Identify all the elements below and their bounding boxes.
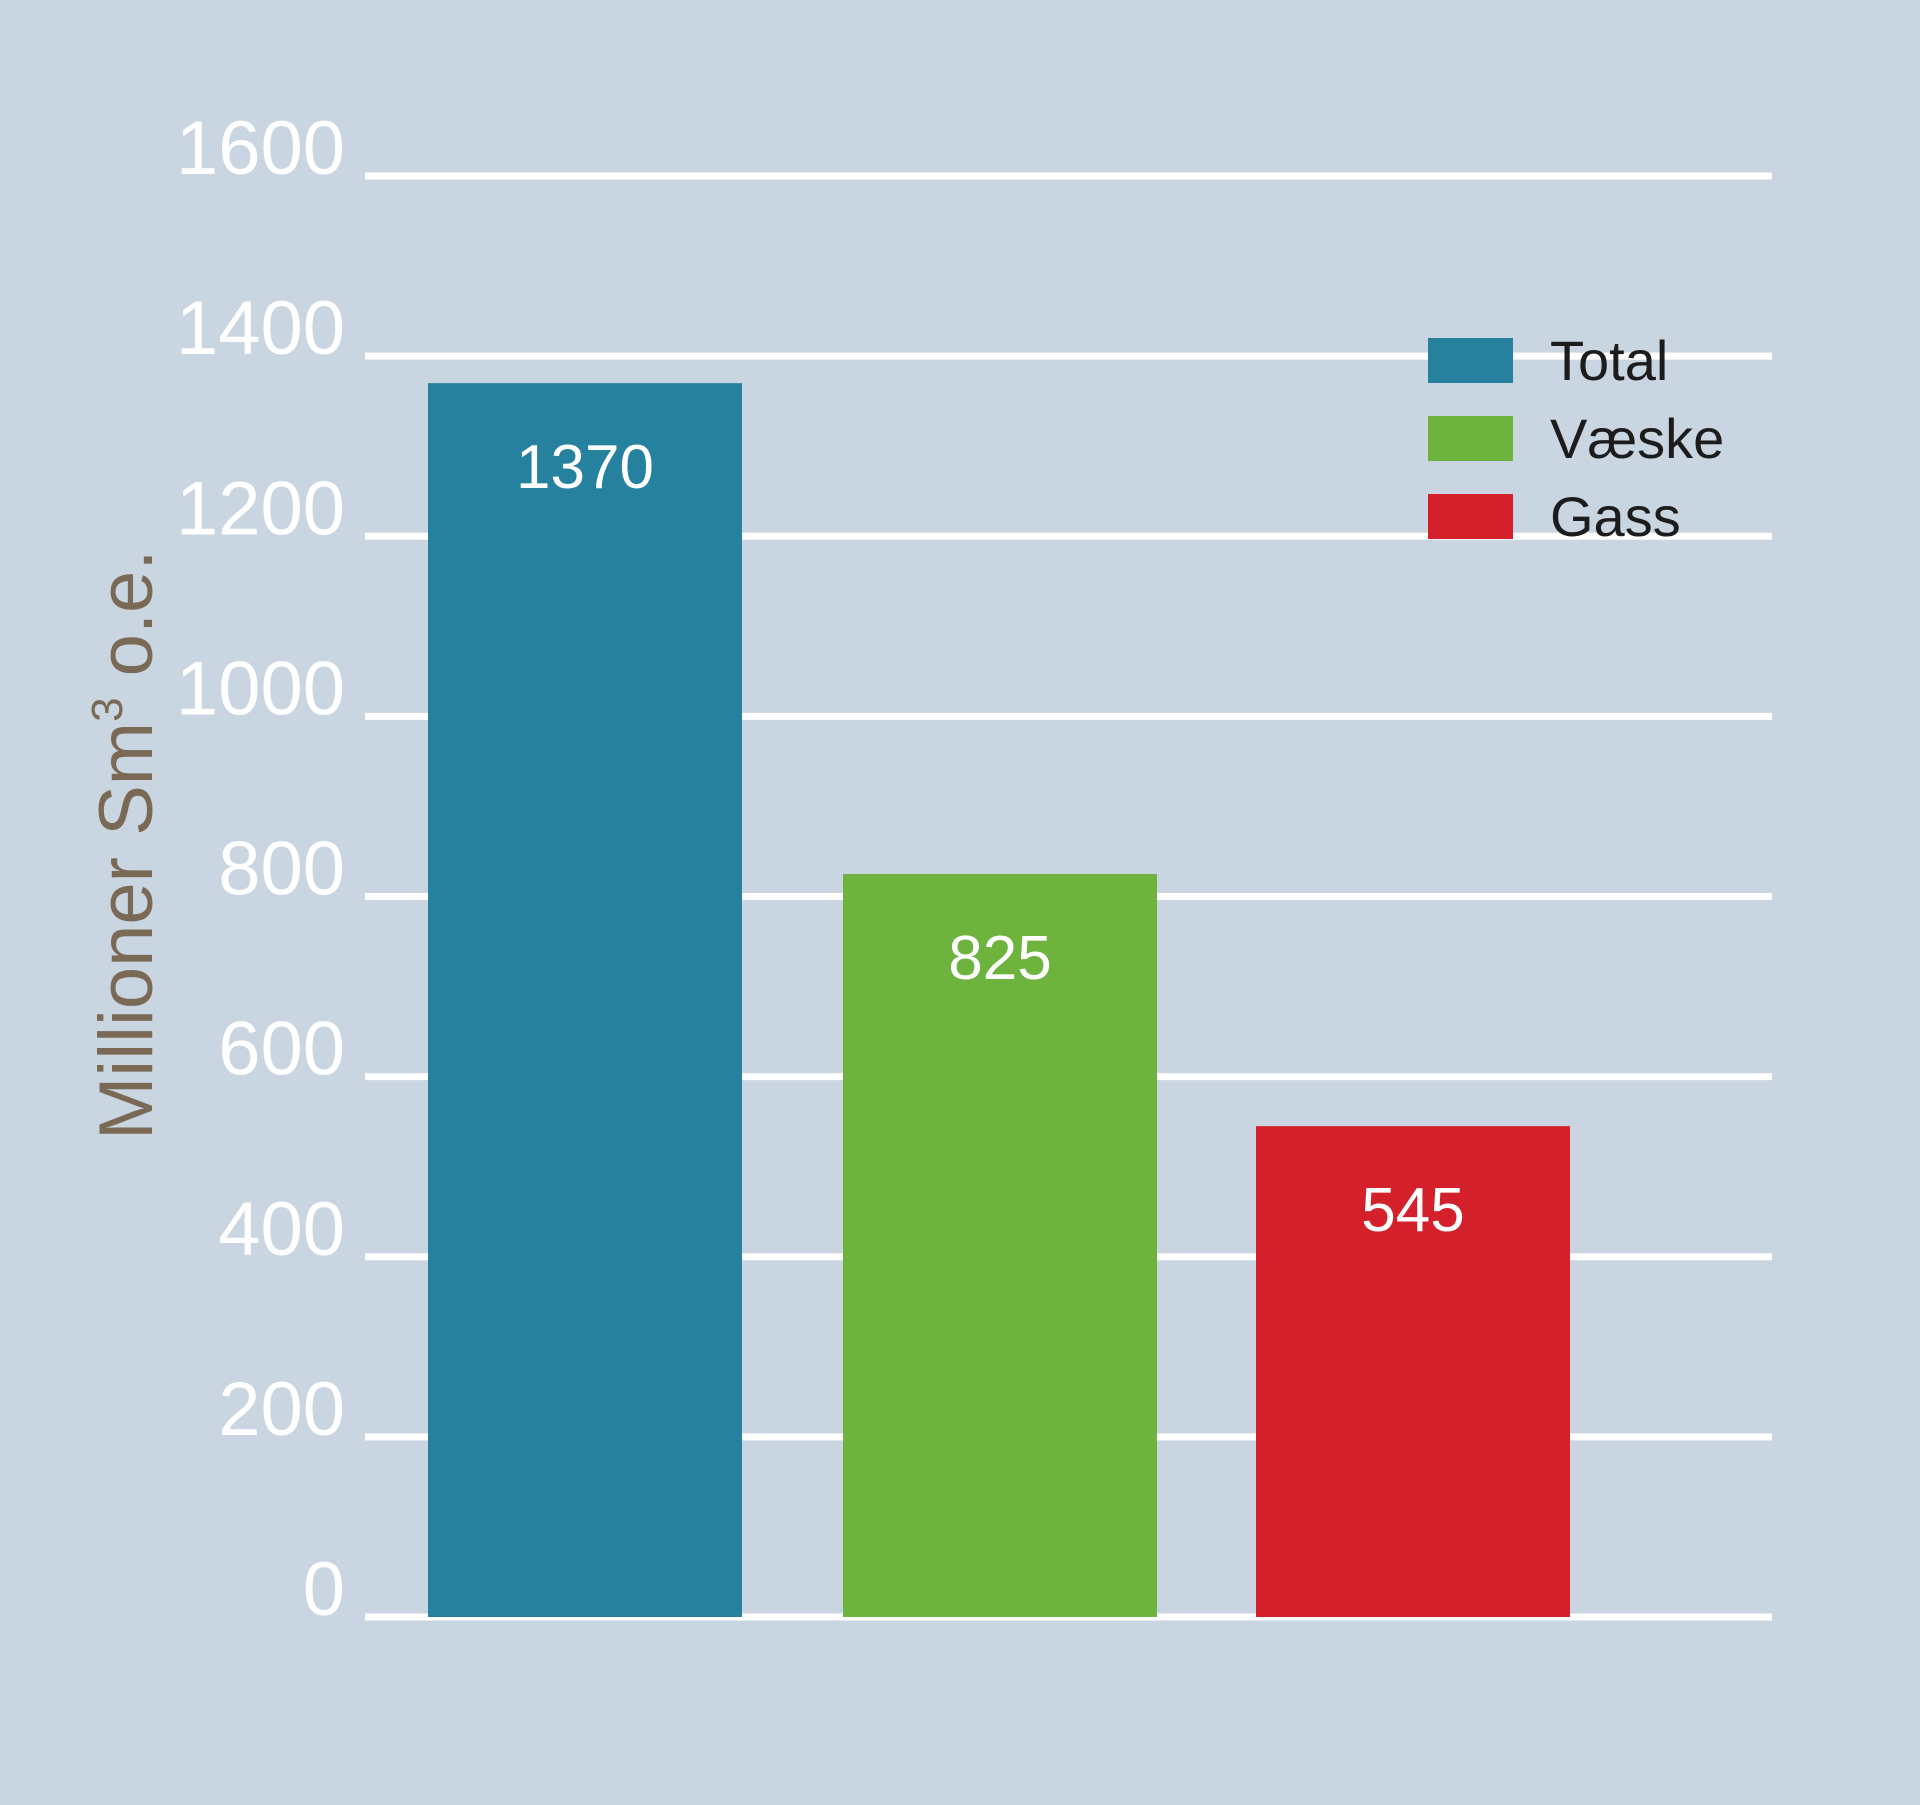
y-tick-label-800: 800 [218,827,345,912]
y-axis-title: Millioner Sm3 o.e. [83,550,169,1140]
bars [428,383,1570,1617]
y-tick-label-200: 200 [218,1367,345,1452]
legend-label-vaeske: Væske [1550,407,1724,470]
bar-total [428,383,742,1617]
y-tick-label-400: 400 [218,1187,345,1272]
bar-value-label-vaeske: 825 [948,924,1051,993]
y-axis-title-main: Millioner Sm [84,722,169,1140]
y-axis-title-superscript: 3 [83,697,132,721]
bar-gass [1256,1126,1570,1617]
legend-swatch-total [1428,338,1513,383]
y-axis-title-suffix: o.e. [84,550,169,698]
y-tick-label-1600: 1600 [176,106,345,191]
legend-label-total: Total [1550,329,1668,392]
y-tick-label-0: 0 [303,1547,345,1632]
legend-swatch-gass [1428,494,1513,539]
legend-swatch-vaeske [1428,416,1513,461]
y-tick-label-1000: 1000 [176,646,345,731]
bar-value-label-total: 1370 [516,433,654,502]
bar-labels: 1370 825 545 [516,433,1465,1245]
y-tick-label-1400: 1400 [176,286,345,371]
legend: Total Væske Gass [1428,329,1724,548]
bar-value-label-gass: 545 [1361,1176,1464,1245]
legend-label-gass: Gass [1550,485,1681,548]
y-axis-ticks: 0 200 400 600 800 1000 1200 1400 1600 [176,106,345,1632]
y-tick-label-1200: 1200 [176,466,345,551]
bar-vaeske [843,873,1157,1617]
y-tick-label-600: 600 [218,1007,345,1092]
